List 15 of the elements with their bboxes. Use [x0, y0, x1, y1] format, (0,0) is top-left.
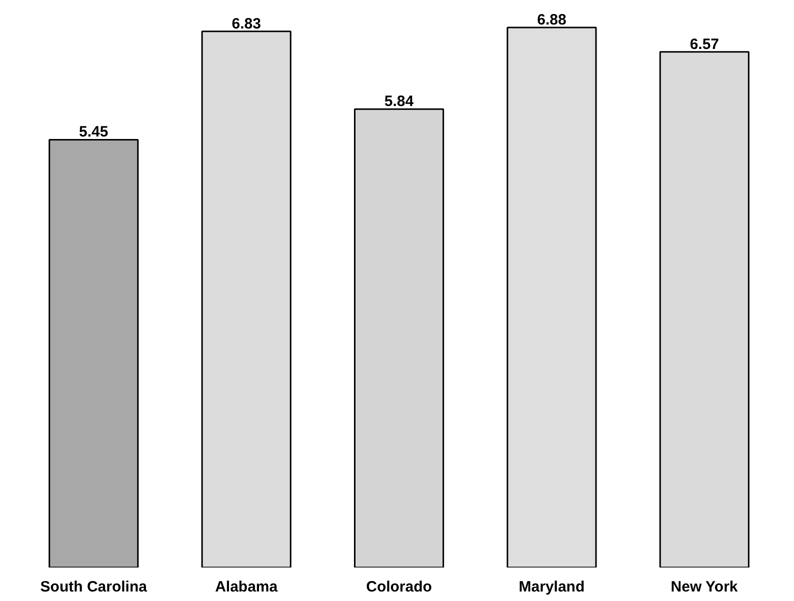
- x-tick-label: Colorado: [366, 578, 432, 596]
- data-label: 6.57: [690, 36, 720, 53]
- bar: [659, 51, 750, 568]
- x-tick-label: South Carolina: [40, 578, 148, 596]
- x-tick-label: Maryland: [518, 578, 585, 596]
- bar: [354, 108, 444, 568]
- data-label: 6.88: [537, 12, 566, 28]
- x-tick-label: Alabama: [215, 578, 278, 596]
- x-tick-label: New York: [670, 578, 738, 596]
- data-label: 5.45: [79, 124, 108, 141]
- bar: [48, 138, 139, 568]
- data-label: 5.84: [384, 93, 414, 110]
- data-label: 6.83: [232, 15, 261, 32]
- bar: [201, 30, 292, 568]
- bar: [506, 26, 597, 568]
